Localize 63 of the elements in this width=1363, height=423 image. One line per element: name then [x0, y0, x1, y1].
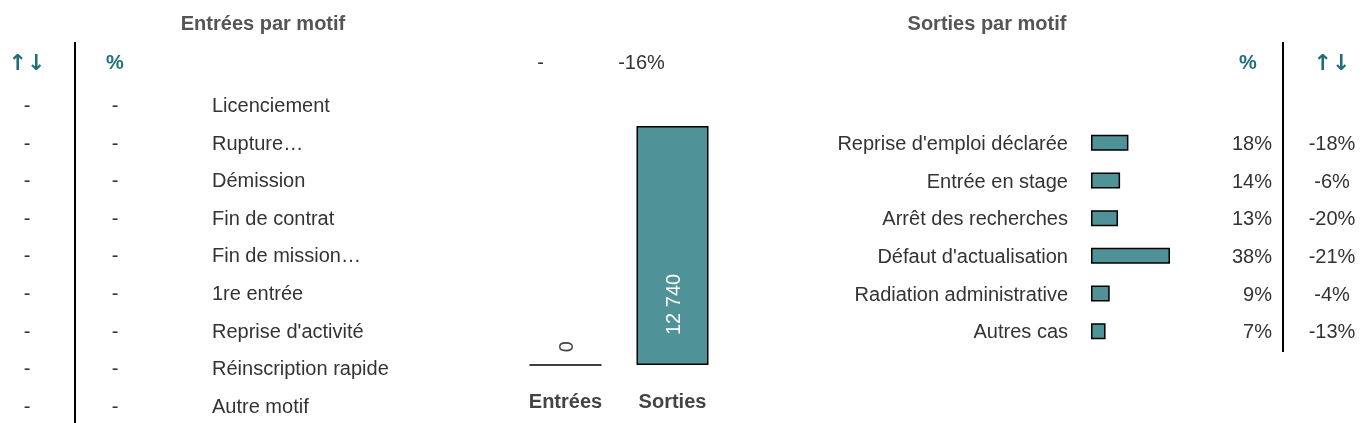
- data-label: 18%: [1231, 131, 1273, 154]
- bar: [1091, 172, 1121, 189]
- text: -: [23, 131, 31, 154]
- chart-title: Sorties par motif: [907, 12, 1067, 34]
- text: -: [23, 319, 31, 342]
- text: -: [111, 394, 119, 417]
- text: -: [23, 206, 31, 229]
- text: %: [1239, 51, 1258, 73]
- y-tick-label: Radiation administrative: [854, 282, 1068, 305]
- y-tick-label: Arrêt des recherches: [882, 207, 1068, 230]
- text: ↑↓: [8, 49, 46, 75]
- category-label: Fin de mission…: [212, 244, 361, 267]
- category-label: Licenciement: [212, 94, 331, 116]
- y-tick-label: Reprise d'emploi déclarée: [837, 131, 1068, 154]
- bar: [1091, 247, 1170, 264]
- text: -21%: [1308, 244, 1356, 267]
- data-label: 12 740: [661, 273, 684, 335]
- text: -: [23, 94, 31, 116]
- text: Entrées par motif: [180, 12, 346, 34]
- text: -: [537, 51, 544, 73]
- data-label: 0: [554, 341, 577, 353]
- text: -: [23, 357, 31, 380]
- text: -: [111, 206, 119, 229]
- bar: [1091, 323, 1106, 340]
- y-tick-label: Défaut d'actualisation: [877, 244, 1068, 267]
- text: -: [111, 357, 119, 380]
- text: -: [111, 282, 119, 304]
- text: -: [23, 282, 31, 304]
- text: -: [111, 319, 119, 342]
- text: ↑↓: [1313, 49, 1351, 75]
- bar: [1091, 210, 1119, 227]
- category-label: Rupture…: [212, 131, 304, 154]
- text: -: [111, 169, 119, 192]
- bar: [1091, 285, 1110, 302]
- text: -18%: [1308, 131, 1356, 154]
- text: -: [23, 394, 31, 417]
- category-label: Autre motif: [212, 394, 310, 417]
- text: -: [23, 169, 31, 192]
- bar: [1091, 134, 1129, 151]
- text: -20%: [1308, 207, 1356, 230]
- category-label: Fin de contrat: [212, 206, 335, 229]
- x-tick-label: Entrées: [528, 390, 603, 412]
- y-tick-label: Entrée en stage: [926, 169, 1068, 192]
- data-label: 38%: [1231, 244, 1273, 267]
- data-label: 9%: [1243, 282, 1273, 305]
- text: -: [111, 94, 119, 116]
- text: %: [106, 51, 125, 73]
- category-label: Reprise d'activité: [212, 319, 364, 342]
- text: -13%: [1308, 320, 1356, 343]
- category-label: Démission: [212, 169, 306, 192]
- text: -: [111, 131, 119, 154]
- text: -: [23, 244, 31, 267]
- text: -16%: [618, 51, 666, 73]
- category-label: Réinscription rapide: [212, 357, 389, 380]
- text: -4%: [1314, 282, 1350, 305]
- data-label: 13%: [1231, 207, 1273, 230]
- category-label: 1re entrée: [212, 282, 304, 304]
- data-label: 14%: [1231, 169, 1273, 192]
- text: -: [111, 244, 119, 267]
- x-tick-label: Sorties: [638, 390, 707, 412]
- text: -6%: [1314, 169, 1350, 192]
- y-tick-label: Autres cas: [973, 320, 1068, 343]
- data-label: 7%: [1243, 320, 1273, 343]
